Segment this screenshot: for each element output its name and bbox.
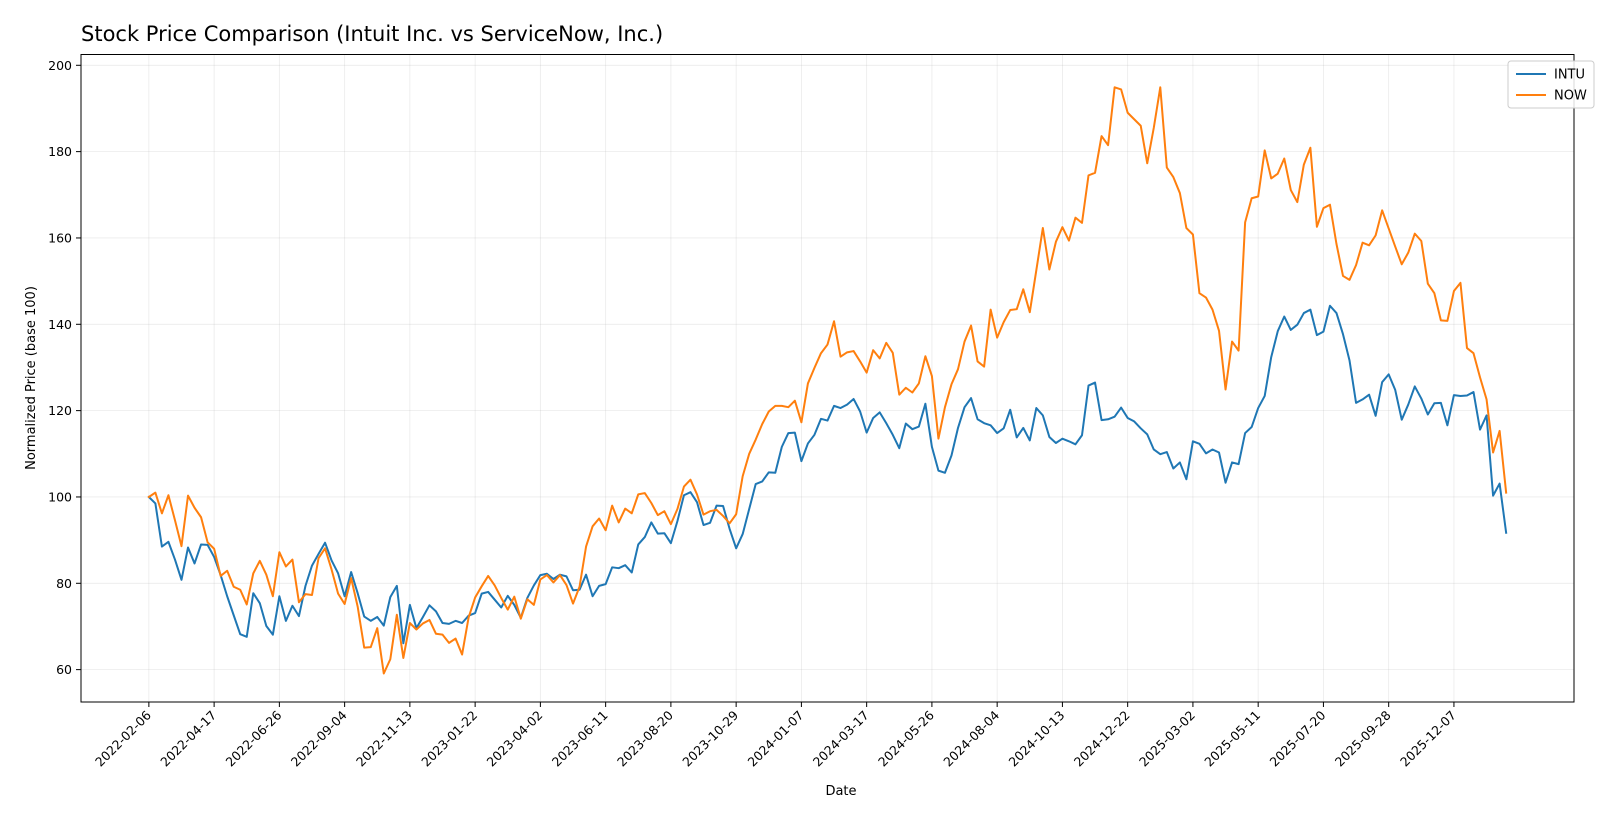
- y-tick-label: 100: [48, 489, 72, 504]
- chart-title: Stock Price Comparison (Intuit Inc. vs S…: [81, 22, 663, 46]
- y-tick-label: 160: [48, 230, 72, 245]
- legend-box: [1507, 60, 1595, 109]
- legend-label-now: NOW: [1554, 89, 1587, 104]
- x-axis-label: Date: [825, 784, 856, 799]
- y-tick-label: 60: [56, 662, 72, 677]
- y-tick-label: 80: [56, 576, 72, 591]
- y-tick-label: 200: [48, 58, 72, 73]
- legend: INTU NOW: [1507, 60, 1595, 109]
- legend-label-intu: INTU: [1554, 68, 1585, 83]
- series-line-now: [147, 86, 1508, 675]
- y-axis-label: Normalized Price (base 100): [24, 286, 39, 470]
- y-tick-label: 120: [48, 403, 72, 418]
- series-lines: [147, 86, 1508, 675]
- series-line-intu: [147, 304, 1508, 645]
- y-tick-label: 180: [48, 144, 72, 159]
- gridlines: [81, 54, 1574, 702]
- plot-area-frame: [80, 54, 1575, 703]
- y-tick-label: 140: [48, 317, 72, 332]
- y-axis: 60 80 100 120 140 160 180 200: [48, 58, 81, 677]
